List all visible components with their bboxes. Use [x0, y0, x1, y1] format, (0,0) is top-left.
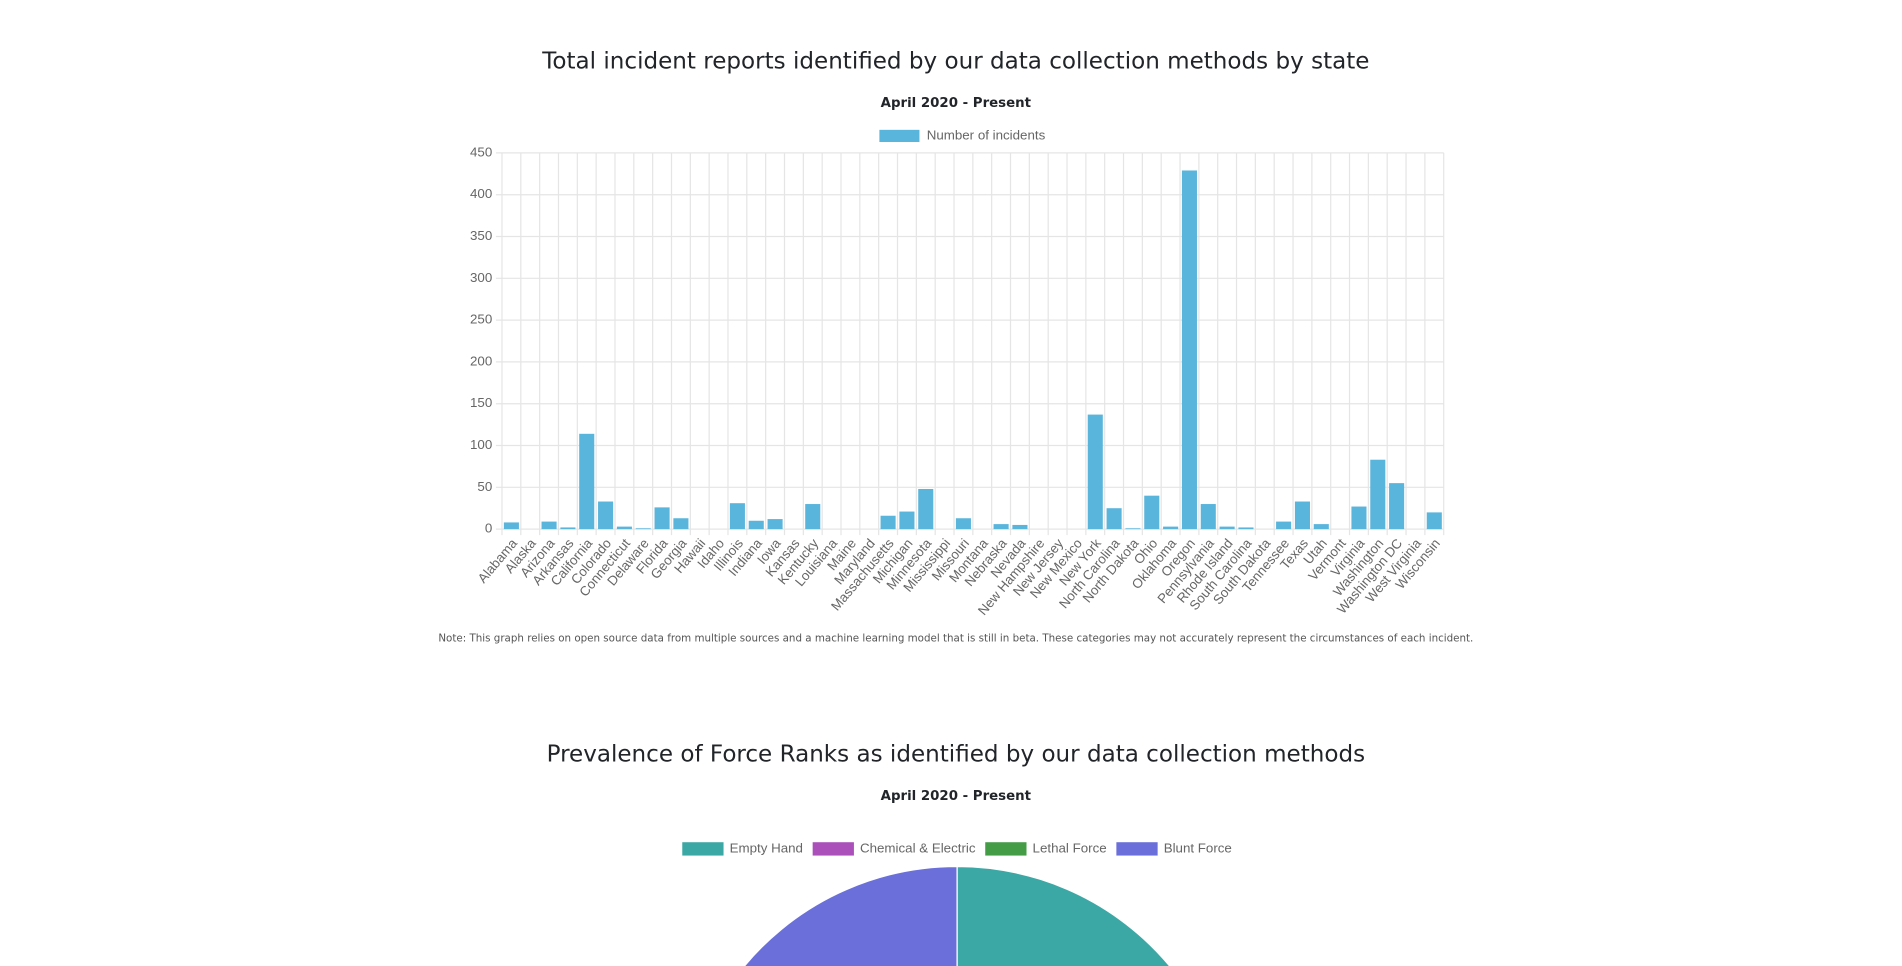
y-tick-label: 150: [470, 395, 492, 410]
y-tick-label: 450: [470, 144, 492, 159]
bar: [1163, 526, 1179, 530]
bar: [1012, 524, 1028, 530]
bar: [899, 511, 915, 530]
legend-label: Lethal Force: [1033, 840, 1107, 855]
legend-swatch: [682, 842, 724, 856]
bar: [1087, 414, 1103, 530]
bar: [579, 433, 595, 530]
bar: [748, 520, 764, 530]
bar: [1144, 495, 1160, 530]
bar: [1276, 521, 1292, 530]
legend-swatch: [1116, 842, 1158, 856]
bar: [635, 528, 651, 530]
bar: [503, 522, 519, 530]
y-tick-label: 100: [470, 437, 492, 452]
legend-swatch: [985, 842, 1027, 856]
chart-note: Note: This graph relies on open source d…: [438, 632, 1473, 644]
pie-slice: [743, 865, 958, 966]
y-tick-label: 400: [470, 186, 492, 201]
legend-label: Number of incidents: [927, 127, 1046, 142]
y-tick-label: 50: [477, 479, 492, 494]
chart-title: Prevalence of Force Ranks as identified …: [547, 741, 1366, 767]
bar: [654, 507, 670, 530]
bar: [955, 518, 971, 530]
bar: [880, 515, 896, 530]
y-tick-label: 200: [470, 353, 492, 368]
bar: [1125, 528, 1141, 530]
bar: [1181, 170, 1197, 530]
bar: [1294, 501, 1310, 530]
bar: [918, 488, 934, 530]
legend-label: Blunt Force: [1164, 840, 1232, 855]
bar: [1370, 459, 1386, 530]
bar: [541, 521, 557, 530]
y-tick-label: 0: [485, 521, 492, 536]
bar: [1351, 506, 1367, 530]
chart-subtitle: April 2020 - Present: [881, 789, 1032, 804]
bar: [1313, 524, 1329, 530]
chart-title: Total incident reports identified by our…: [541, 48, 1369, 74]
y-tick-label: 300: [470, 270, 492, 285]
bar: [673, 518, 689, 530]
bar: [1200, 504, 1216, 530]
bar: [1219, 526, 1235, 530]
legend-swatch: [879, 129, 920, 142]
y-tick-label: 350: [470, 228, 492, 243]
bar: [805, 504, 821, 530]
bar: [729, 503, 745, 530]
chart-subtitle: April 2020 - Present: [881, 96, 1032, 111]
legend-swatch: [812, 842, 854, 856]
bar: [616, 526, 632, 530]
bar: [1426, 512, 1442, 530]
bar: [598, 501, 614, 530]
y-tick-label: 250: [470, 312, 492, 327]
bar: [560, 527, 576, 530]
bar: [1238, 527, 1254, 530]
bar: [993, 524, 1009, 530]
bar: [1389, 483, 1405, 530]
pie-slice: [956, 865, 1171, 966]
bar: [767, 519, 783, 530]
bar: [1106, 508, 1122, 530]
legend-label: Empty Hand: [730, 840, 803, 855]
legend-label: Chemical & Electric: [860, 840, 976, 855]
